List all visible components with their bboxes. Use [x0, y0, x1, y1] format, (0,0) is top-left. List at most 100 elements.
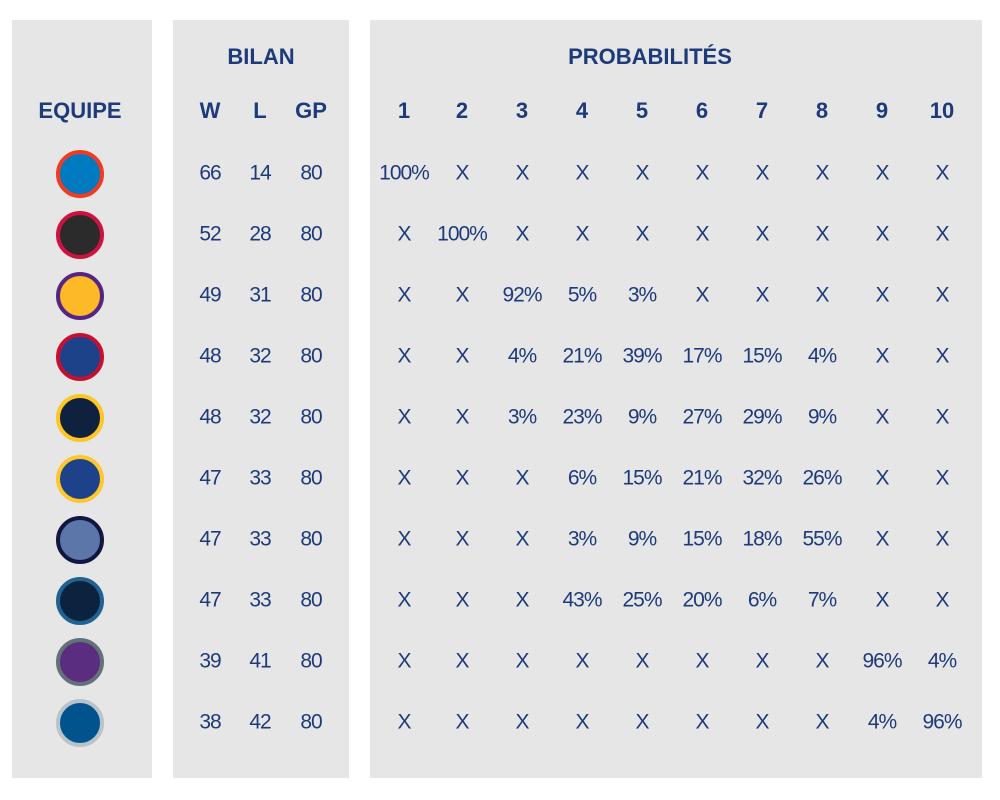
record-cell: 32: [249, 406, 271, 429]
record-cell: 41: [249, 650, 271, 673]
probability-cell: 96%: [922, 711, 961, 734]
record-cell: 42: [249, 711, 271, 734]
record-cell: 66: [199, 162, 221, 185]
record-cell: 38: [199, 711, 221, 734]
probability-cell: X: [515, 589, 529, 612]
probability-cell: 3%: [628, 284, 657, 307]
probability-cell: 100%: [437, 223, 487, 246]
column-header: 4: [576, 98, 589, 123]
probability-cell: 6%: [568, 467, 597, 490]
team-logo: [56, 577, 104, 625]
record-cell: 39: [199, 650, 221, 673]
probability-cell: X: [575, 223, 589, 246]
probability-cell: X: [695, 711, 709, 734]
team-logo: [56, 272, 104, 320]
column-header: 9: [876, 98, 888, 123]
probability-cell: X: [815, 711, 829, 734]
probability-cell: 32%: [742, 467, 781, 490]
column-header: 5: [636, 98, 648, 123]
probability-cell: X: [935, 589, 949, 612]
probability-cell: X: [815, 162, 829, 185]
probability-cell: X: [397, 223, 411, 246]
probability-cell: X: [515, 711, 529, 734]
record-cell: 80: [300, 345, 322, 368]
probability-cell: 43%: [562, 589, 601, 612]
probability-cell: 9%: [808, 406, 837, 429]
probability-cell: X: [455, 345, 469, 368]
record-cell: 32: [249, 345, 271, 368]
probability-cell: X: [875, 284, 889, 307]
probability-cell: 20%: [682, 589, 721, 612]
probability-cell: 3%: [568, 528, 597, 551]
record-cell: 47: [199, 528, 221, 551]
record-cell: 48: [199, 345, 221, 368]
probability-cell: X: [815, 223, 829, 246]
probability-cell: X: [397, 711, 411, 734]
record-cell: 47: [199, 467, 221, 490]
record-cell: 80: [300, 284, 322, 307]
probability-cell: 9%: [628, 406, 657, 429]
record-cell: 80: [300, 711, 322, 734]
probability-cell: 100%: [379, 162, 429, 185]
probability-cell: 21%: [682, 467, 721, 490]
record-header: BILAN: [227, 44, 294, 69]
probability-cell: 25%: [622, 589, 661, 612]
probability-cell: 17%: [682, 345, 721, 368]
probability-cell: X: [515, 467, 529, 490]
probability-cell: X: [875, 406, 889, 429]
record-cell: 80: [300, 406, 322, 429]
probability-cell: X: [875, 528, 889, 551]
probability-cell: X: [575, 162, 589, 185]
probability-cell: 4%: [868, 711, 897, 734]
probability-cell: 55%: [802, 528, 841, 551]
probability-cell: 23%: [562, 406, 601, 429]
probability-cell: X: [695, 650, 709, 673]
probability-cell: X: [455, 711, 469, 734]
probability-cell: 7%: [808, 589, 837, 612]
column-header: L: [253, 98, 266, 123]
probability-cell: 5%: [568, 284, 597, 307]
probability-cell: 15%: [622, 467, 661, 490]
probability-cell: X: [635, 650, 649, 673]
record-cell: 80: [300, 528, 322, 551]
probability-cell: X: [935, 162, 949, 185]
record-cell: 31: [249, 284, 271, 307]
probability-cell: 15%: [682, 528, 721, 551]
record-cell: 52: [199, 223, 221, 246]
probability-cell: X: [635, 162, 649, 185]
probability-cell: X: [875, 589, 889, 612]
probability-cell: X: [755, 711, 769, 734]
probability-cell: 15%: [742, 345, 781, 368]
record-cell: 33: [249, 589, 271, 612]
probability-cell: 29%: [742, 406, 781, 429]
probability-cell: X: [575, 711, 589, 734]
record-cell: 49: [199, 284, 221, 307]
probability-cell: X: [635, 711, 649, 734]
team-logo: [56, 333, 104, 381]
team-logo: [56, 455, 104, 503]
probability-cell: X: [515, 162, 529, 185]
probability-cell: 4%: [928, 650, 957, 673]
column-header: 3: [516, 98, 528, 123]
probability-cell: 6%: [748, 589, 777, 612]
probability-cell: X: [397, 284, 411, 307]
probability-cell: X: [935, 284, 949, 307]
probability-cell: X: [935, 467, 949, 490]
team-logo: [56, 150, 104, 198]
team-logo: [56, 638, 104, 686]
column-header: 1: [398, 98, 410, 123]
probability-cell: 9%: [628, 528, 657, 551]
probability-cell: X: [755, 162, 769, 185]
probability-cell: X: [935, 345, 949, 368]
column-header: GP: [295, 98, 327, 123]
probability-cell: X: [455, 467, 469, 490]
probability-cell: X: [755, 650, 769, 673]
probability-cell: 39%: [622, 345, 661, 368]
probability-cell: X: [935, 528, 949, 551]
probability-cell: 21%: [562, 345, 601, 368]
probability-cell: 26%: [802, 467, 841, 490]
column-header: 7: [756, 98, 768, 123]
probability-cell: X: [455, 406, 469, 429]
record-cell: 14: [249, 162, 272, 185]
